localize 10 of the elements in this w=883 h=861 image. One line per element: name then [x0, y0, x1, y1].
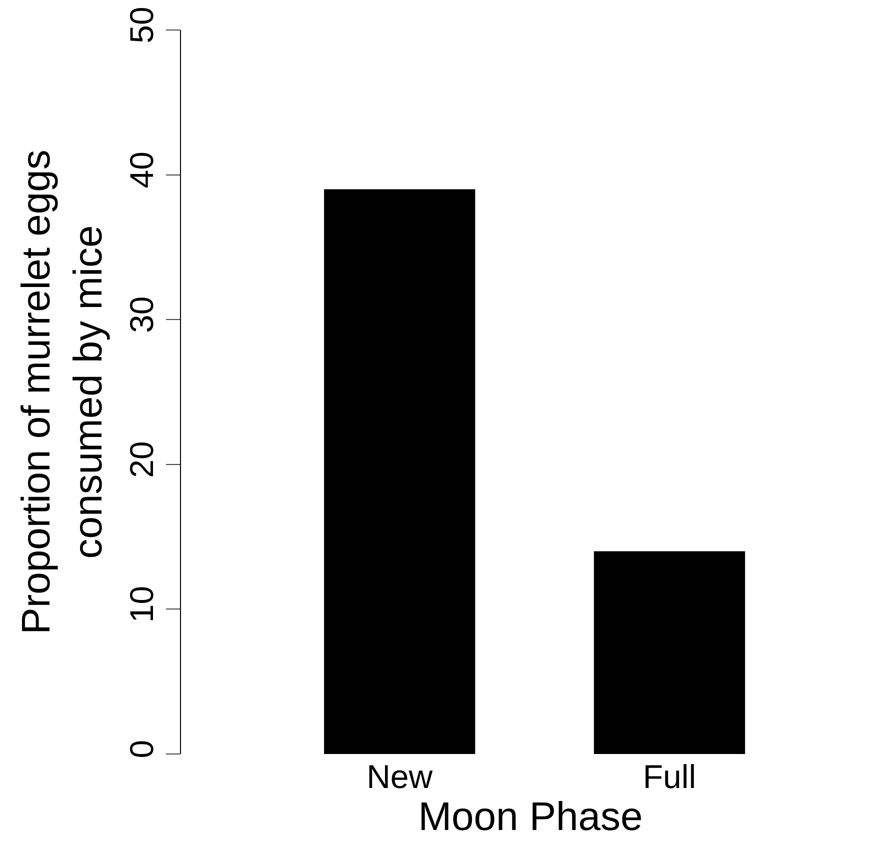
- y-tick-label: 30: [122, 296, 160, 334]
- y-axis-title: Proportion of murrelet eggs consumed by mice: [14, 150, 110, 634]
- x-tick-label: New: [366, 758, 433, 795]
- y-tick-label: 10: [122, 586, 160, 623]
- y-tick-label: 20: [122, 441, 160, 478]
- x-axis-title: Moon Phase: [418, 795, 643, 839]
- y-tick-label: 40: [122, 151, 160, 188]
- y-tick-label: 0: [122, 740, 160, 758]
- y-tick-label: 50: [122, 6, 160, 44]
- x-tick-label: Full: [642, 758, 696, 795]
